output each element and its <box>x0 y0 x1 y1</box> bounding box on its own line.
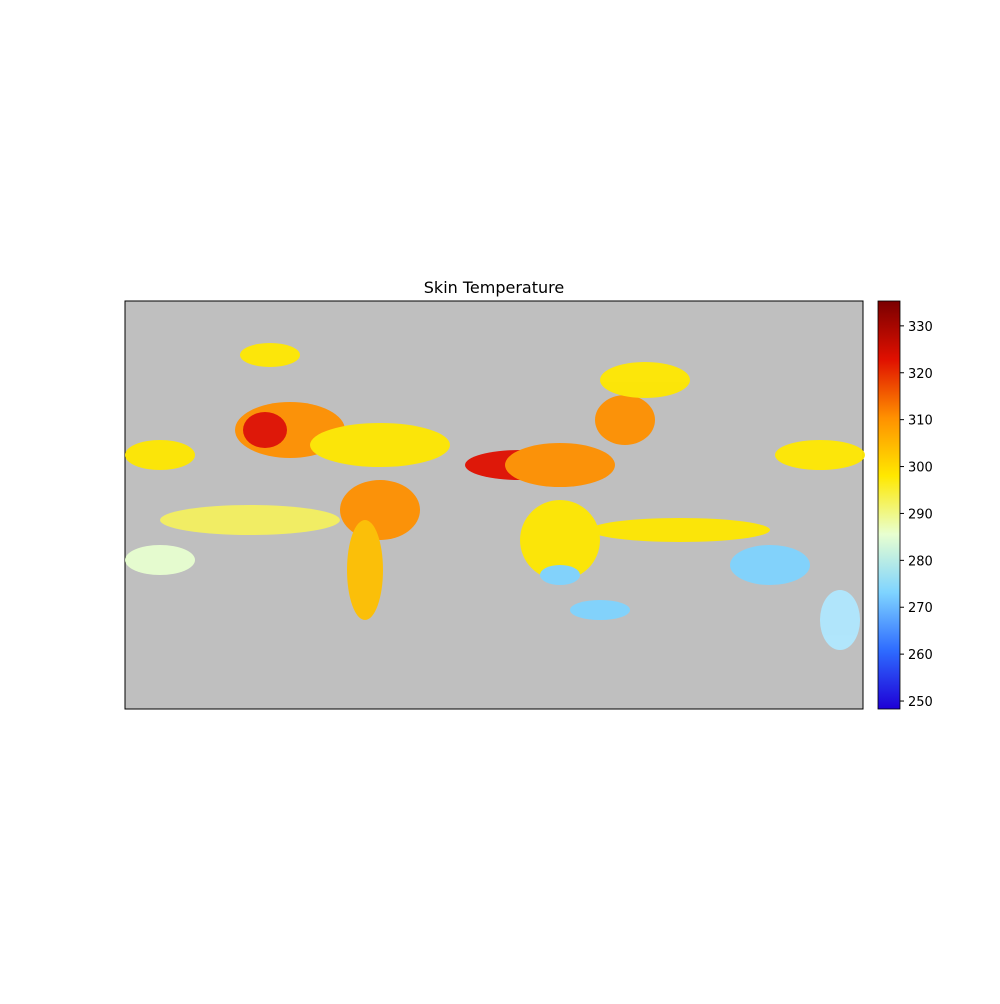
colorbar-tick-label: 260 <box>908 648 933 663</box>
colorbar-tick-label: 290 <box>908 507 933 522</box>
colorbar-tick-label: 250 <box>908 695 933 710</box>
colorbar-tick-label: 310 <box>908 414 933 429</box>
colorbar-tick-label: 270 <box>908 601 933 616</box>
colorbar-tick-label: 280 <box>908 554 933 569</box>
colorbar <box>877 300 901 710</box>
colorbar-tick-label: 320 <box>908 367 933 382</box>
chart-title: Skin Temperature <box>424 278 564 297</box>
colorbar-tick-label: 330 <box>908 320 933 335</box>
temperature-field <box>125 343 865 650</box>
colorbar-tick-label: 300 <box>908 461 933 476</box>
map-background <box>124 300 864 710</box>
